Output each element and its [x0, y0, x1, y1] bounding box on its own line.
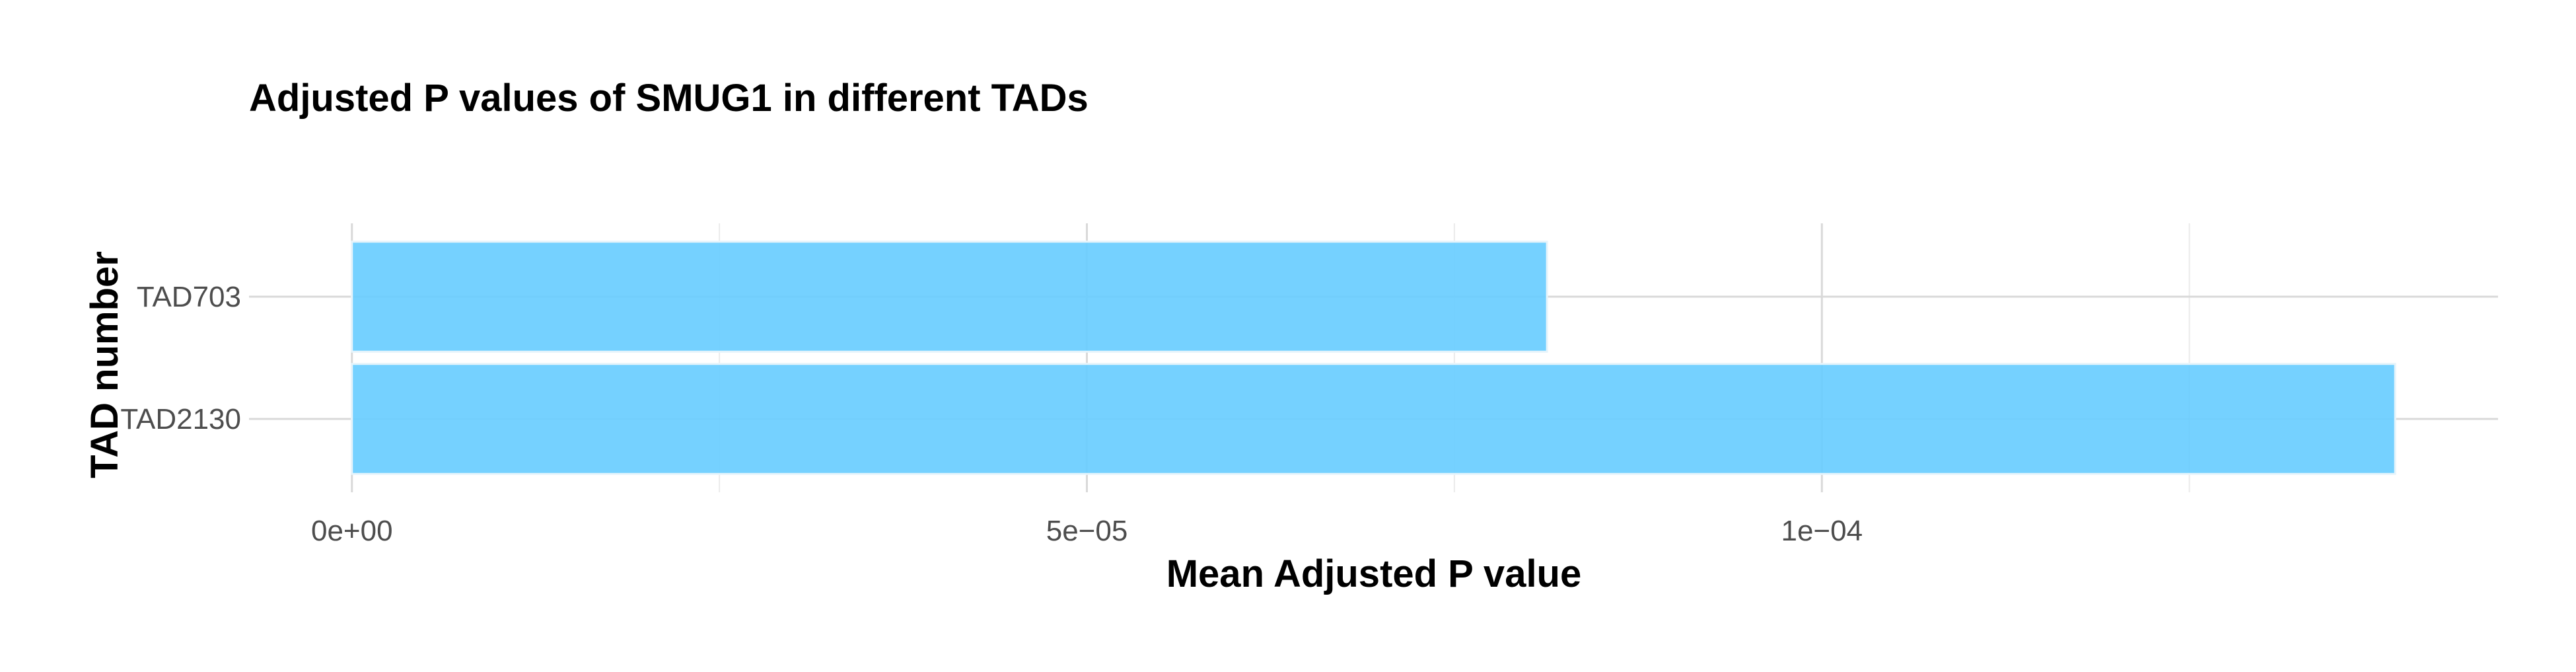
- y-axis-title: TAD number: [83, 251, 126, 478]
- tick-labels: TAD703 TAD2130 0e+00 5e−05 1e−04: [120, 281, 1863, 547]
- bar: [351, 241, 1548, 353]
- y-tick-label: TAD703: [137, 281, 241, 313]
- x-tick-label: 1e−04: [1781, 515, 1863, 547]
- chart-title: Adjusted P values of SMUG1 in different …: [249, 77, 1089, 120]
- bars: [351, 241, 2396, 475]
- x-axis-title: Mean Adjusted P value: [1166, 552, 1582, 595]
- x-tick-label: 0e+00: [311, 515, 393, 547]
- bar: [351, 363, 2396, 475]
- y-tick-label: TAD2130: [120, 403, 241, 435]
- x-tick-label: 5e−05: [1046, 515, 1128, 547]
